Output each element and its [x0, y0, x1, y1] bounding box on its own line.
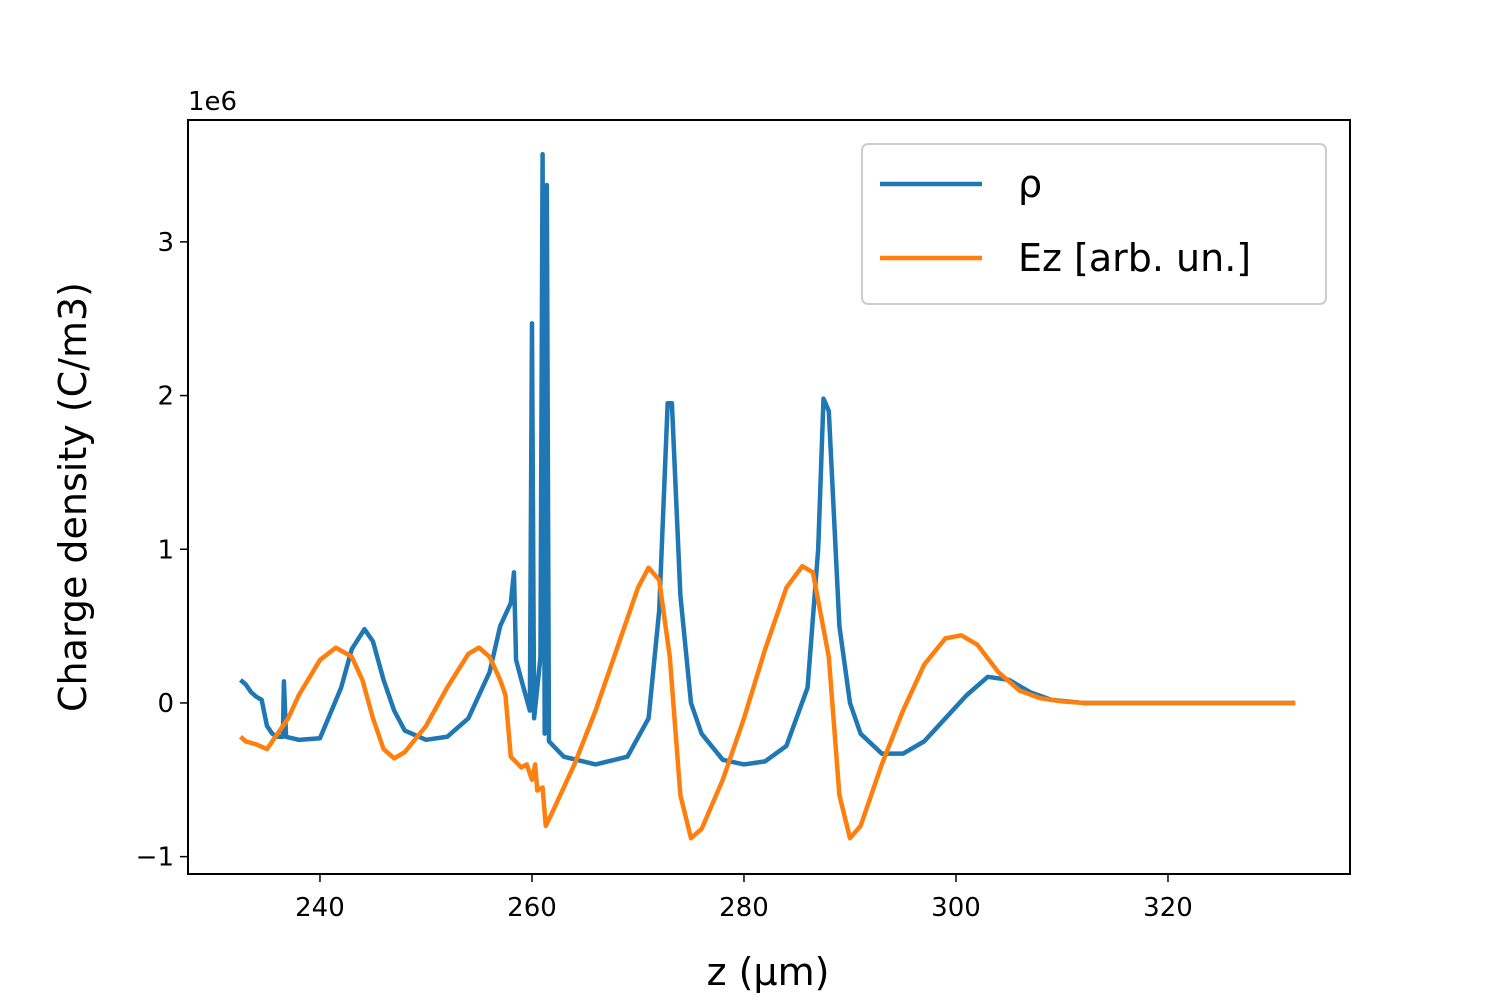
x-tick-label: 300 [931, 893, 981, 923]
x-axis-label: z (μm) [707, 950, 830, 994]
data-line [238, 563, 1296, 841]
y-tick-label: 0 [157, 689, 174, 719]
y-axis-label: Charge density (C/m3) [51, 282, 95, 712]
x-tick-label: 260 [507, 893, 557, 923]
y-tick-label: 3 [157, 228, 174, 258]
y-tick-label: −1 [136, 843, 174, 873]
y-tick-label: 1 [157, 535, 174, 565]
legend-box [861, 143, 1327, 305]
legend-label: ρ [1018, 162, 1042, 206]
y-offset-label: 1e6 [188, 87, 237, 117]
legend-label: Ez [arb. un.] [1018, 236, 1251, 280]
x-tick-label: 240 [295, 893, 345, 923]
x-tick-label: 320 [1143, 893, 1193, 923]
data-line [238, 152, 1296, 767]
x-tick-label: 280 [719, 893, 769, 923]
y-tick-label: 2 [157, 382, 174, 412]
plot-frame [187, 119, 1351, 875]
